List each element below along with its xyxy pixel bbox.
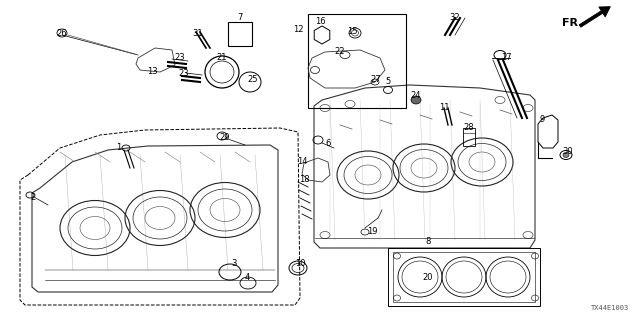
Ellipse shape [563,153,569,157]
Text: 30: 30 [563,148,573,156]
Text: 20: 20 [423,274,433,283]
Text: 2: 2 [30,193,36,202]
Text: 23: 23 [179,68,189,77]
Text: 9: 9 [540,115,545,124]
Text: 16: 16 [315,18,325,27]
Text: 10: 10 [295,259,305,268]
Text: 7: 7 [237,13,243,22]
Text: 15: 15 [347,28,357,36]
Text: 27: 27 [371,76,381,84]
Text: 28: 28 [464,123,474,132]
Text: FR.: FR. [562,18,582,28]
Text: 19: 19 [367,227,377,236]
Ellipse shape [411,96,421,104]
Text: 23: 23 [175,53,186,62]
Text: 25: 25 [248,76,259,84]
Text: 8: 8 [426,237,431,246]
Text: 22: 22 [335,47,345,57]
Text: 12: 12 [292,26,303,35]
Text: 5: 5 [385,77,390,86]
Text: 4: 4 [244,273,250,282]
Text: 29: 29 [220,132,230,141]
Text: 6: 6 [325,139,331,148]
Text: 11: 11 [439,103,449,113]
Text: 3: 3 [231,259,237,268]
Text: 1: 1 [116,143,122,153]
Text: 32: 32 [450,13,460,22]
Text: 24: 24 [411,92,421,100]
Text: 18: 18 [299,175,309,185]
Text: 17: 17 [500,52,511,61]
Text: 13: 13 [147,68,157,76]
Text: 26: 26 [57,29,67,38]
FancyArrow shape [579,7,611,27]
Text: 14: 14 [297,157,307,166]
Text: 21: 21 [217,53,227,62]
Text: 31: 31 [193,29,204,38]
Text: TX44E1003: TX44E1003 [591,305,629,311]
